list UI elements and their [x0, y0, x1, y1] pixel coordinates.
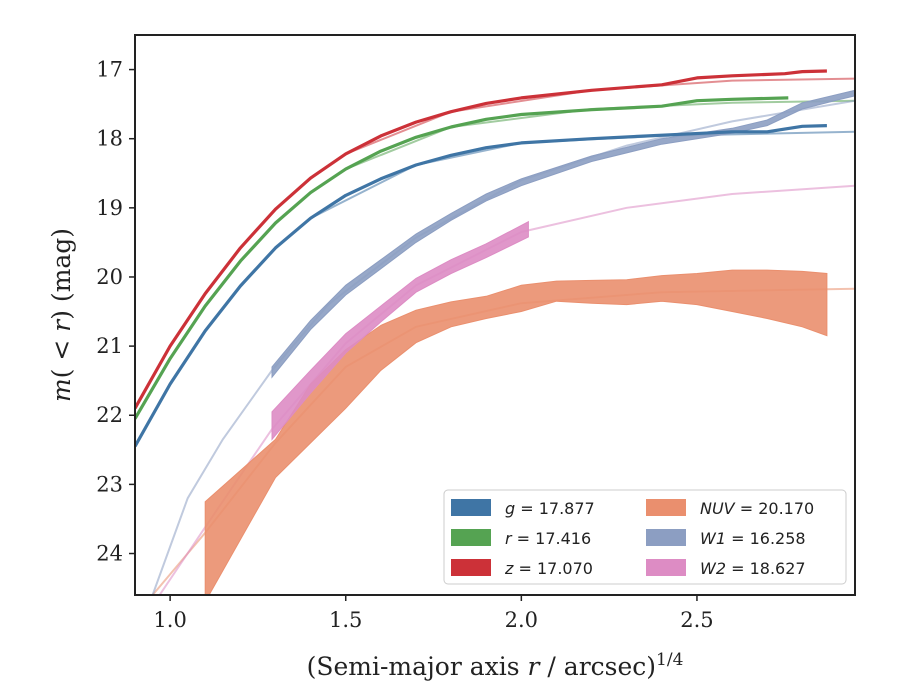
band-w1	[271, 89, 855, 379]
legend-box	[443, 489, 847, 585]
x-tick-label: 1.5	[329, 608, 362, 632]
band-nuv	[204, 269, 828, 595]
legend-swatch-w1	[646, 529, 686, 546]
legend-label-z: z = 17.070	[504, 559, 593, 578]
line-r	[135, 96, 789, 420]
x-axis: 1.0 1.5 2.0 2.5	[153, 595, 714, 632]
legend-swatch-w2	[646, 559, 686, 576]
y-tick-label: 23	[96, 472, 123, 496]
x-axis-title: (Semi-major axis r / arcsec)1/4	[307, 650, 684, 681]
y-tick-label: 19	[96, 196, 123, 220]
x-tick-label: 2.0	[505, 608, 538, 632]
y-axis: 17 18 19 20 21 22 23 24	[96, 58, 135, 566]
legend-swatch-z	[451, 559, 491, 576]
y-tick-label: 18	[96, 127, 123, 151]
y-tick-label: 21	[96, 334, 123, 358]
plot-frame	[134, 34, 856, 596]
legend-label-w1: W1 = 16.258	[700, 529, 806, 548]
line-z	[135, 69, 827, 410]
legend-swatch-nuv	[646, 499, 686, 516]
legend-label-w2: W2 = 18.627	[700, 559, 806, 578]
y-tick-label: 20	[96, 265, 123, 289]
y-tick-label: 17	[96, 58, 123, 82]
legend-label-g: g = 17.877	[505, 499, 595, 518]
band-w2	[271, 220, 529, 441]
y-axis-title: m( < r) (mag)	[47, 228, 76, 402]
x-tick-label: 2.5	[680, 608, 713, 632]
legend-swatch-r	[451, 529, 491, 546]
plot-area	[135, 69, 855, 595]
y-tick-label: 24	[96, 542, 123, 566]
legend-label-nuv: NUV = 20.170	[700, 499, 814, 518]
legend: g = 17.877 r = 17.416 z = 17.070 NUV = 20.1…	[443, 489, 847, 585]
legend-label-r: r = 17.416	[505, 529, 591, 548]
x-tick-label: 1.0	[153, 608, 186, 632]
legend-swatch-g	[451, 499, 491, 516]
y-tick-label: 22	[96, 403, 123, 427]
line-g	[135, 124, 827, 448]
